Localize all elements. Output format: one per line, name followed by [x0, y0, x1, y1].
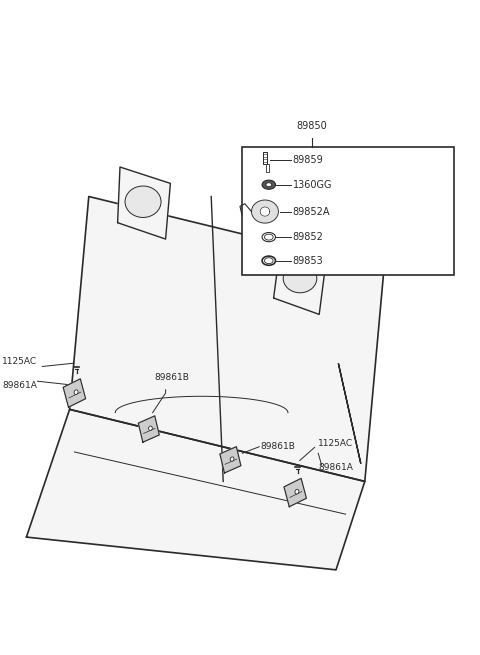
Polygon shape	[260, 207, 270, 216]
Ellipse shape	[266, 183, 272, 187]
Text: 89852A: 89852A	[293, 206, 330, 217]
Text: 1125AC: 1125AC	[318, 439, 353, 448]
Bar	[263, 152, 267, 164]
Ellipse shape	[264, 258, 273, 264]
Ellipse shape	[295, 489, 299, 494]
Ellipse shape	[262, 233, 276, 242]
Ellipse shape	[149, 426, 152, 430]
Ellipse shape	[74, 390, 78, 394]
Ellipse shape	[283, 264, 317, 293]
Text: 1360GG: 1360GG	[293, 179, 332, 190]
Ellipse shape	[262, 180, 276, 189]
Text: 89850: 89850	[297, 121, 327, 131]
Polygon shape	[284, 478, 306, 507]
Text: 89861B: 89861B	[155, 373, 190, 382]
Polygon shape	[70, 196, 384, 481]
Polygon shape	[138, 416, 159, 442]
Polygon shape	[26, 409, 365, 570]
Ellipse shape	[264, 234, 273, 240]
Polygon shape	[274, 244, 326, 314]
Ellipse shape	[125, 186, 161, 217]
Text: 89861A: 89861A	[2, 381, 37, 390]
Text: 89861B: 89861B	[261, 442, 296, 451]
Bar	[242, 147, 454, 275]
Polygon shape	[220, 447, 241, 473]
Polygon shape	[118, 167, 170, 239]
Text: 89861A: 89861A	[318, 463, 353, 472]
Text: 1125AC: 1125AC	[2, 357, 37, 366]
Ellipse shape	[262, 256, 276, 265]
Text: 89852: 89852	[293, 232, 324, 242]
Text: 89853: 89853	[293, 255, 324, 266]
Polygon shape	[252, 200, 278, 223]
Ellipse shape	[230, 457, 234, 461]
Bar	[266, 164, 269, 172]
Polygon shape	[63, 379, 85, 407]
Text: 89859: 89859	[293, 155, 324, 166]
